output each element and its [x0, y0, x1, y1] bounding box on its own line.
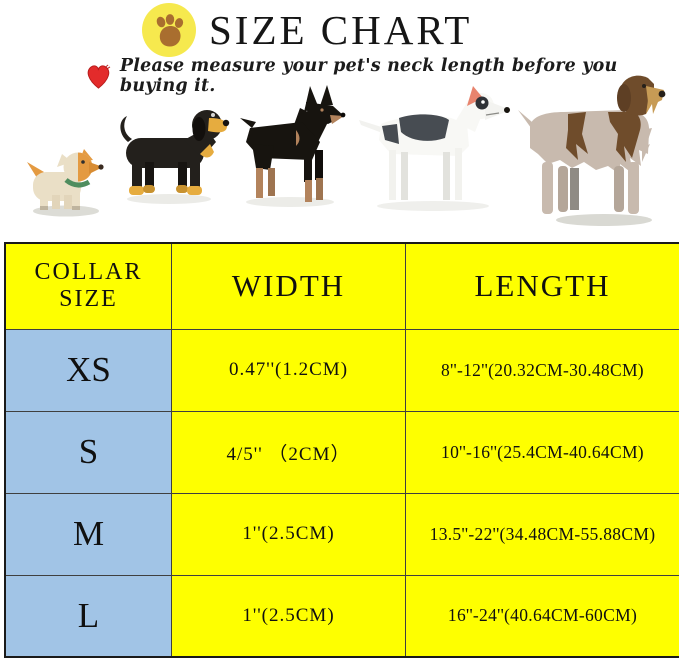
- cell-length-l: 16''-24''(40.64CM-60CM): [405, 574, 679, 658]
- heart-icon: [87, 64, 111, 89]
- cell-width-s: 4/5'' （2CM）: [171, 410, 406, 494]
- note-row: Please measure your pet's neck length be…: [84, 56, 679, 96]
- measure-note: Please measure your pet's neck length be…: [119, 56, 618, 96]
- dog-illustration-griffon: [518, 75, 666, 226]
- cell-size-xs: XS: [4, 328, 172, 412]
- paw-print-icon: [156, 14, 184, 47]
- cell-size-l: L: [4, 574, 172, 658]
- dog-illustration-tiny-puppy: [27, 149, 104, 217]
- cell-width-xs: 0.47''(1.2CM): [171, 328, 406, 412]
- dog-illustration-dachshund: [120, 110, 230, 204]
- cell-size-m: M: [4, 492, 172, 576]
- cell-length-m: 13.5''-22''(34.48CM-55.88CM): [405, 492, 679, 576]
- cell-width-m: 1''(2.5CM): [171, 492, 406, 576]
- paw-badge: [142, 3, 196, 57]
- cell-width-l: 1''(2.5CM): [171, 574, 406, 658]
- cell-size-s: S: [4, 410, 172, 494]
- table-row-m: M 1''(2.5CM) 13.5''-22''(34.48CM-55.88CM…: [4, 492, 679, 576]
- title-row: SIZE CHART: [142, 3, 472, 57]
- header-cell-collar-size: COLLAR SIZE: [4, 242, 172, 330]
- cell-length-s: 10''-16''(25.4CM-40.64CM): [405, 410, 679, 494]
- table-row-s: S 4/5'' （2CM） 10''-16''(25.4CM-40.64CM): [4, 410, 679, 494]
- dog-illustration-doberman: [240, 85, 346, 207]
- dog-illustration-pointer: [359, 86, 511, 211]
- table-row-l: L 1''(2.5CM) 16''-24''(40.64CM-60CM): [4, 574, 679, 658]
- page-title: SIZE CHART: [209, 7, 473, 53]
- size-table: COLLAR SIZE WIDTH LENGTH XS 0.47''(1.2CM…: [4, 242, 679, 658]
- table-header-row: COLLAR SIZE WIDTH LENGTH: [4, 242, 679, 330]
- cell-length-xs: 8''-12''(20.32CM-30.48CM): [405, 328, 679, 412]
- header-cell-width: WIDTH: [171, 242, 406, 330]
- header-cell-length: LENGTH: [405, 242, 679, 330]
- table-row-xs: XS 0.47''(1.2CM) 8''-12''(20.32CM-30.48C…: [4, 328, 679, 412]
